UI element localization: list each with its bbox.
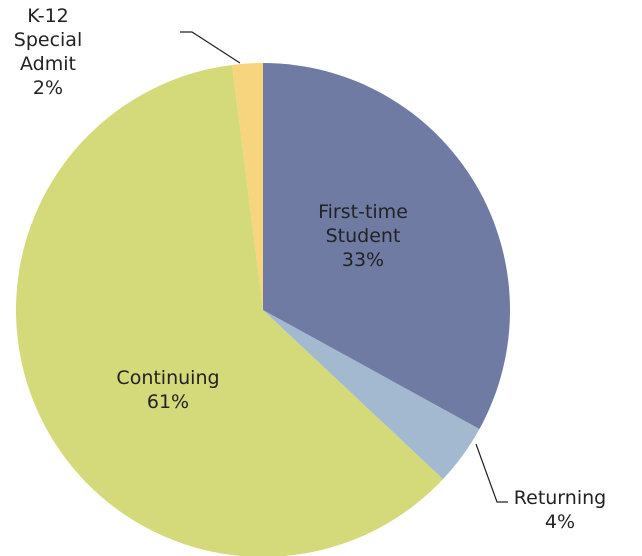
slice-label: First-time Student 33% — [283, 200, 443, 272]
leader-line — [180, 31, 241, 64]
pie-slice — [263, 63, 511, 429]
slice-label: K-12 Special Admit 2% — [0, 4, 128, 100]
value-label: 2% — [32, 77, 64, 99]
slice-label: Returning 4% — [480, 486, 640, 534]
category-label: K-12 Special Admit — [13, 5, 83, 75]
slice-label: Continuing 61% — [88, 366, 248, 414]
category-label: First-time Student — [318, 201, 408, 247]
leader-line — [475, 443, 508, 503]
category-label: Continuing — [116, 367, 220, 389]
value-label: 4% — [544, 511, 576, 533]
value-label: 33% — [341, 249, 385, 271]
pie-slice — [232, 63, 263, 310]
pie-slice — [263, 310, 480, 480]
pie-slice — [16, 64, 444, 556]
category-label: Returning — [513, 487, 607, 509]
value-label: 61% — [146, 391, 190, 413]
